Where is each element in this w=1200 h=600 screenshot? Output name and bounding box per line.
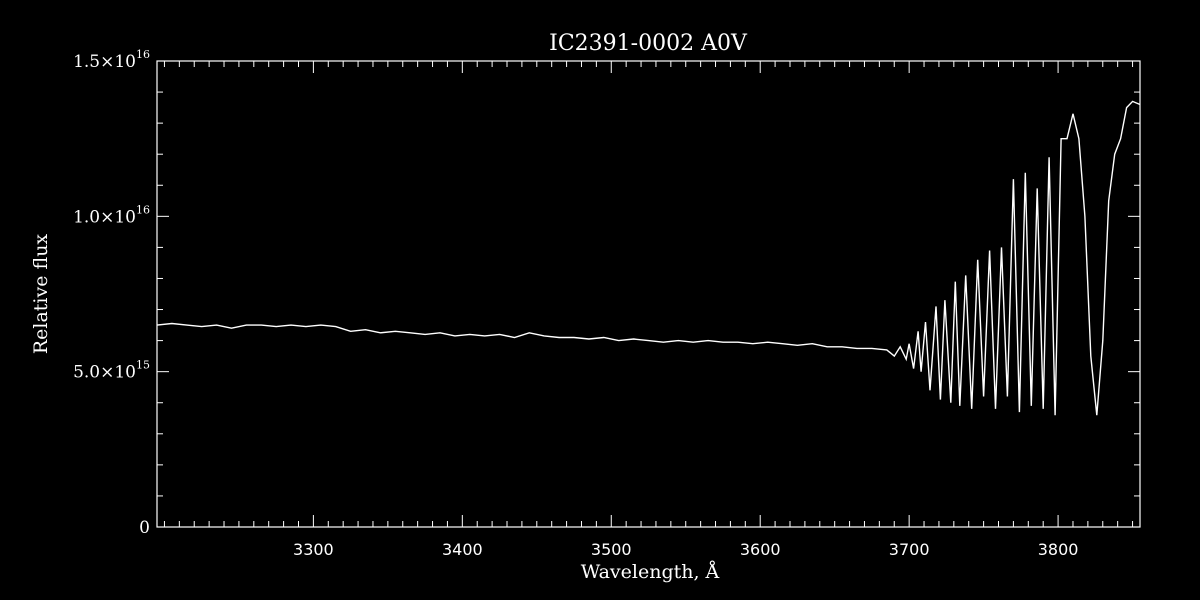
- x-axis-label: Wavelength, Å: [581, 561, 720, 583]
- y-tick-label: 1.0×1016: [73, 203, 150, 227]
- x-tick-label: 3700: [889, 540, 930, 559]
- x-tick-label: 3300: [293, 540, 334, 559]
- x-tick-label: 3400: [442, 540, 483, 559]
- x-tick-label: 3600: [740, 540, 781, 559]
- chart-title: IC2391-0002 A0V: [549, 31, 748, 56]
- y-tick-labels: 0 5.0×1015 1.0×1016 1.5×1016: [73, 48, 150, 538]
- y-tick-label: 5.0×1015: [73, 359, 150, 383]
- x-tick-label: 3500: [591, 540, 632, 559]
- y-tick-label: 1.5×1016: [73, 48, 150, 72]
- y-tick-label: 0: [139, 518, 150, 538]
- spectrum-line: [156, 100, 1141, 416]
- y-axis-label: Relative flux: [30, 234, 52, 355]
- x-tick-labels: 3300 3400 3500 3600 3700 3800: [293, 540, 1078, 559]
- axis-ticks: [157, 60, 1140, 528]
- x-tick-label: 3800: [1038, 540, 1079, 559]
- plot-frame: [156, 60, 1141, 528]
